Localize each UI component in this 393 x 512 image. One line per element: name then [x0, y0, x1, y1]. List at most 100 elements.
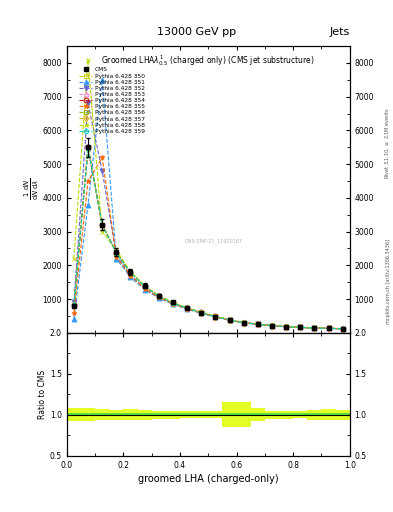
- Pythia 6.428 355: [284, 324, 288, 330]
- Pythia 6.428 359: [270, 323, 274, 329]
- Pythia 6.428 354: [185, 305, 189, 311]
- Pythia 6.428 358: [213, 313, 218, 319]
- Pythia 6.428 359: [284, 324, 288, 330]
- Pythia 6.428 351: [298, 325, 303, 331]
- Line: Pythia 6.428 359: Pythia 6.428 359: [72, 145, 345, 331]
- Pythia 6.428 357: [312, 325, 317, 331]
- Pythia 6.428 350: [255, 321, 260, 327]
- Pythia 6.428 355: [86, 178, 90, 184]
- Pythia 6.428 359: [100, 222, 105, 228]
- Legend: CMS, Pythia 6.428 350, Pythia 6.428 351, Pythia 6.428 352, Pythia 6.428 353, Pyt: CMS, Pythia 6.428 350, Pythia 6.428 351,…: [78, 66, 146, 135]
- Pythia 6.428 352: [100, 168, 105, 174]
- Pythia 6.428 356: [171, 300, 175, 306]
- Pythia 6.428 356: [142, 283, 147, 289]
- Pythia 6.428 357: [213, 313, 218, 319]
- Pythia 6.428 358: [241, 319, 246, 326]
- Pythia 6.428 358: [199, 309, 204, 315]
- Pythia 6.428 350: [340, 326, 345, 332]
- Pythia 6.428 356: [213, 313, 218, 319]
- Pythia 6.428 351: [340, 326, 345, 332]
- Pythia 6.428 351: [86, 202, 90, 208]
- Pythia 6.428 356: [340, 326, 345, 332]
- Pythia 6.428 353: [255, 321, 260, 327]
- Pythia 6.428 353: [241, 319, 246, 326]
- Pythia 6.428 356: [255, 321, 260, 327]
- Pythia 6.428 358: [227, 316, 232, 323]
- Pythia 6.428 353: [171, 300, 175, 306]
- Pythia 6.428 353: [114, 250, 119, 256]
- Pythia 6.428 351: [241, 320, 246, 326]
- Pythia 6.428 353: [326, 325, 331, 331]
- Pythia 6.428 356: [326, 325, 331, 331]
- Pythia 6.428 359: [340, 326, 345, 332]
- Pythia 6.428 359: [241, 319, 246, 326]
- Pythia 6.428 359: [171, 300, 175, 306]
- Line: Pythia 6.428 358: Pythia 6.428 358: [72, 57, 345, 331]
- Pythia 6.428 352: [86, 100, 90, 106]
- Line: Pythia 6.428 350: Pythia 6.428 350: [72, 145, 345, 331]
- Pythia 6.428 355: [199, 310, 204, 316]
- Pythia 6.428 350: [270, 323, 274, 329]
- Pythia 6.428 354: [86, 144, 90, 151]
- Pythia 6.428 350: [100, 222, 105, 228]
- Pythia 6.428 357: [326, 325, 331, 331]
- Pythia 6.428 352: [298, 324, 303, 330]
- Pythia 6.428 359: [199, 310, 204, 316]
- Pythia 6.428 354: [128, 269, 133, 275]
- Pythia 6.428 359: [255, 322, 260, 328]
- Pythia 6.428 355: [340, 326, 345, 332]
- Pythia 6.428 357: [156, 293, 161, 300]
- Pythia 6.428 359: [114, 250, 119, 256]
- Pythia 6.428 355: [312, 325, 317, 331]
- Pythia 6.428 351: [255, 322, 260, 328]
- Pythia 6.428 354: [100, 222, 105, 228]
- Pythia 6.428 357: [199, 310, 204, 316]
- Pythia 6.428 350: [213, 313, 218, 319]
- Pythia 6.428 351: [171, 301, 175, 307]
- Pythia 6.428 352: [326, 325, 331, 331]
- Pythia 6.428 352: [72, 300, 76, 306]
- Line: Pythia 6.428 355: Pythia 6.428 355: [72, 155, 345, 331]
- Pythia 6.428 352: [284, 324, 288, 330]
- Pythia 6.428 355: [156, 294, 161, 301]
- Pythia 6.428 354: [284, 324, 288, 330]
- Pythia 6.428 350: [156, 293, 161, 299]
- Pythia 6.428 351: [128, 274, 133, 280]
- Pythia 6.428 351: [270, 323, 274, 329]
- Pythia 6.428 351: [185, 306, 189, 312]
- Pythia 6.428 356: [270, 323, 274, 329]
- Pythia 6.428 352: [199, 310, 204, 316]
- Pythia 6.428 359: [227, 317, 232, 323]
- Pythia 6.428 354: [114, 249, 119, 255]
- Pythia 6.428 354: [72, 302, 76, 308]
- Pythia 6.428 354: [142, 283, 147, 289]
- Line: Pythia 6.428 356: Pythia 6.428 356: [72, 145, 345, 331]
- Pythia 6.428 352: [340, 326, 345, 332]
- Pythia 6.428 350: [284, 324, 288, 330]
- Pythia 6.428 357: [227, 317, 232, 323]
- Pythia 6.428 354: [156, 293, 161, 299]
- Pythia 6.428 354: [199, 309, 204, 315]
- Pythia 6.428 355: [114, 254, 119, 260]
- Pythia 6.428 353: [284, 324, 288, 330]
- Pythia 6.428 352: [156, 294, 161, 300]
- Pythia 6.428 351: [142, 287, 147, 293]
- Pythia 6.428 356: [298, 324, 303, 330]
- Pythia 6.428 359: [156, 293, 161, 300]
- Pythia 6.428 359: [213, 313, 218, 319]
- Pythia 6.428 356: [284, 324, 288, 330]
- Pythia 6.428 351: [213, 314, 218, 320]
- Pythia 6.428 357: [128, 270, 133, 276]
- Pythia 6.428 354: [255, 321, 260, 327]
- Pythia 6.428 356: [72, 302, 76, 308]
- Pythia 6.428 353: [72, 302, 76, 308]
- Pythia 6.428 354: [312, 325, 317, 331]
- Pythia 6.428 352: [312, 325, 317, 331]
- Pythia 6.428 353: [227, 317, 232, 323]
- Pythia 6.428 359: [312, 325, 317, 331]
- Pythia 6.428 359: [142, 283, 147, 289]
- Pythia 6.428 350: [128, 269, 133, 275]
- Pythia 6.428 357: [72, 303, 76, 309]
- Pythia 6.428 353: [128, 269, 133, 275]
- Line: Pythia 6.428 352: Pythia 6.428 352: [72, 101, 345, 331]
